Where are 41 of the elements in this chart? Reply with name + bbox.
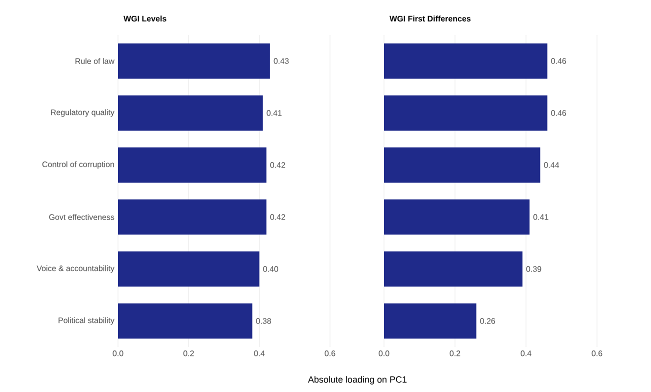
bar	[384, 95, 548, 131]
data-label: 0.43	[274, 58, 289, 64]
bar	[118, 43, 270, 79]
bar	[384, 199, 530, 235]
x-tick-label: 0.2	[183, 350, 194, 356]
x-tick-label: 0.6	[592, 350, 602, 356]
x-tick-label: 0.0	[112, 350, 124, 356]
chart-title: WGI Levels	[124, 16, 166, 22]
x-axis-title: Absolute loading on PC1	[308, 376, 407, 384]
bar	[384, 251, 522, 287]
bar	[118, 95, 263, 131]
y-tick-label: Voice & accountability	[36, 265, 114, 273]
bar	[118, 199, 266, 235]
x-tick-label: 0.4	[520, 350, 532, 356]
data-label: 0.41	[266, 110, 282, 116]
data-label: 0.26	[480, 318, 496, 324]
x-tick-label: 0.2	[450, 350, 460, 356]
y-tick-label: Rule of law	[76, 58, 114, 64]
x-tick-label: 0.0	[378, 350, 390, 356]
bar	[118, 251, 260, 287]
bar	[384, 303, 476, 339]
x-tick-label: 0.4	[254, 350, 265, 356]
bar	[118, 147, 266, 183]
bar	[384, 43, 548, 79]
data-label: 0.46	[551, 58, 566, 64]
data-label: 0.42	[270, 162, 286, 168]
data-label: 0.39	[526, 266, 542, 272]
data-label: 0.38	[256, 318, 272, 324]
bar	[118, 303, 252, 339]
x-tick-label: 0.6	[324, 350, 336, 356]
data-label: 0.41	[533, 214, 548, 220]
y-tick-label: Control of corruption	[42, 161, 114, 169]
chart-title: WGI First Differences	[390, 16, 471, 22]
y-tick-label: Govt effectiveness	[49, 214, 114, 220]
data-label: 0.42	[270, 214, 286, 220]
data-label: 0.44	[544, 162, 560, 168]
data-label: 0.40	[263, 266, 278, 272]
y-tick-label: Political stability	[58, 317, 114, 325]
bar	[384, 147, 540, 183]
data-label: 0.46	[551, 110, 566, 116]
y-tick-label: Regulatory quality	[51, 109, 114, 117]
